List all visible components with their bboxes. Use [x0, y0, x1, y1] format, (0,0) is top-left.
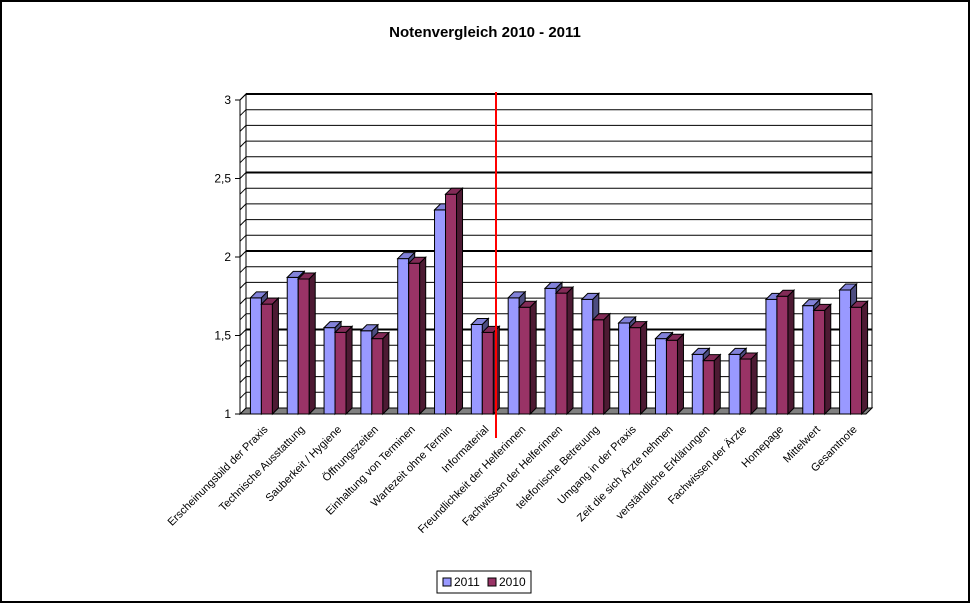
minor-gridline-side — [239, 376, 247, 383]
minor-gridline-side — [239, 391, 247, 399]
bar-2010 — [260, 296, 280, 416]
legend-label: 2011 — [454, 575, 480, 589]
bar-2010 — [591, 312, 612, 416]
major-gridline-side — [239, 93, 247, 101]
bar-2010 — [481, 325, 501, 416]
minor-gridline-side — [239, 234, 247, 242]
bar-2010 — [297, 271, 317, 416]
minor-gridline-side — [239, 219, 247, 226]
minor-gridline-side — [239, 313, 247, 321]
bar-2010 — [702, 353, 722, 416]
y-tick-label: 3 — [224, 93, 231, 107]
legend-swatch — [487, 577, 497, 587]
bar-2010 — [333, 325, 354, 416]
y-tick-label: 1 — [224, 407, 231, 421]
minor-gridline-side — [239, 297, 247, 305]
bar-2010 — [775, 289, 796, 416]
minor-gridline-side — [239, 125, 247, 132]
minor-gridline-side — [239, 140, 247, 148]
minor-gridline-side — [239, 187, 247, 195]
bar-2010 — [407, 256, 427, 416]
minor-gridline-side — [239, 109, 247, 117]
minor-gridline-side — [239, 266, 247, 274]
legend-label: 2010 — [499, 575, 526, 589]
minor-gridline-side — [239, 156, 247, 164]
bar-2010 — [812, 303, 832, 416]
bar-2010 — [370, 331, 391, 416]
bar-2010 — [849, 300, 869, 416]
minor-gridline-side — [239, 360, 247, 368]
y-tick-label: 2,5 — [214, 172, 231, 186]
bar-2010 — [554, 285, 575, 416]
y-tick-label: 1,5 — [214, 329, 231, 343]
y-tick-label: 2 — [224, 250, 231, 264]
major-gridline-side — [239, 329, 247, 336]
minor-gridline-side — [239, 344, 247, 352]
major-gridline-side — [239, 172, 247, 179]
minor-gridline-side — [239, 282, 247, 289]
major-gridline-side — [239, 250, 247, 258]
bar-2010 — [738, 351, 759, 416]
legend-box — [436, 570, 532, 594]
bar-2010 — [517, 300, 538, 416]
chart-title: Notenvergleich 2010 - 2011 — [389, 24, 581, 41]
minor-gridline-side — [239, 203, 247, 211]
bar-2010 — [665, 333, 685, 416]
legend-swatch — [442, 577, 452, 587]
bar-2010 — [628, 320, 648, 416]
bar-2010 — [444, 186, 464, 416]
